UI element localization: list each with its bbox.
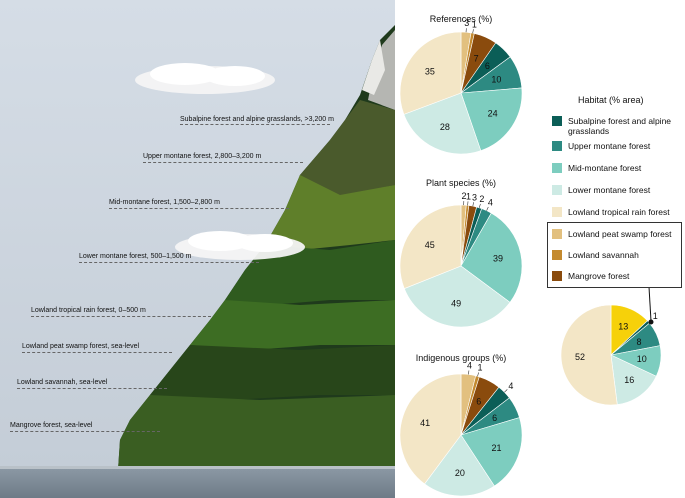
slice-leader-line — [477, 372, 479, 377]
legend-label: Lowland tropical rain forest — [568, 207, 670, 217]
legend-swatch — [552, 185, 562, 195]
slice-label: 2 — [462, 191, 467, 201]
slice-leader-line — [472, 29, 474, 34]
slice-label: 45 — [425, 240, 435, 250]
legend-connector-line — [648, 286, 652, 322]
legend-connector-dot — [648, 319, 654, 325]
zone-label-subalpine: Subalpine forest and alpine grasslands, … — [180, 116, 334, 123]
slice-label: 4 — [488, 197, 493, 207]
zone-label-lowland-rain: Lowland tropical rain forest, 0–500 m — [31, 307, 146, 314]
legend-swatch — [552, 250, 562, 260]
legend-label: Lowland peat swamp forest — [568, 229, 672, 239]
pie-slice — [460, 87, 523, 152]
slice-label: 20 — [455, 468, 465, 478]
zone-leader-line — [79, 262, 259, 263]
legend-label: Mid-montane forest — [568, 163, 642, 173]
slice-label: 3 — [472, 192, 477, 202]
chart-title-plant-species: Plant species (%) — [425, 178, 497, 188]
pie-slice — [460, 417, 523, 487]
zone-leader-line — [10, 431, 160, 432]
slice-label: 10 — [637, 354, 647, 364]
slice-label: 52 — [575, 352, 585, 362]
legend-label: Mangrove forest — [568, 271, 630, 281]
slice-label: 6 — [492, 413, 497, 423]
slice-label: 10 — [491, 75, 501, 85]
slice-label: 21 — [492, 443, 502, 453]
zone-label-mangrove: Mangrove forest, sea-level — [10, 422, 93, 429]
legend-swatch — [552, 116, 562, 126]
slice-label: 1 — [472, 19, 477, 29]
pie-slice — [424, 434, 495, 497]
legend-swatch — [552, 207, 562, 217]
pie-slice — [403, 92, 482, 155]
slice-label: 39 — [493, 253, 503, 263]
zone-label-lower-montane: Lower montane forest, 500–1,500 m — [79, 253, 192, 260]
zone-leader-line — [109, 208, 289, 209]
pie-slice — [403, 265, 511, 328]
slice-label: 1 — [466, 191, 471, 201]
slice-label: 28 — [440, 122, 450, 132]
slice-leader-line — [486, 206, 489, 211]
pie-slice — [560, 304, 618, 406]
legend-swatch — [552, 141, 562, 151]
slice-label: 35 — [425, 66, 435, 76]
legend-lowland-group-box — [547, 222, 682, 288]
zone-label-peat-swamp: Lowland peat swamp forest, sea-level — [22, 343, 140, 350]
slice-label: 4 — [467, 361, 472, 371]
chart-title-indigenous-groups: Indigenous groups (%) — [415, 353, 507, 363]
slice-leader-line — [478, 203, 481, 208]
legend-label: Upper montane forest — [568, 141, 651, 151]
zone-leader-line — [22, 352, 172, 353]
legend-label: Lowland savannah — [568, 250, 639, 260]
slice-label: 1 — [653, 311, 658, 321]
zone-label-mid-montane: Mid-montane forest, 1,500–2,800 m — [109, 199, 220, 206]
zone-label-savannah: Lowland savannah, sea-level — [17, 379, 108, 386]
zone-leader-line — [17, 388, 167, 389]
chart-title-references: References (%) — [429, 14, 493, 24]
legend-label: Subalpine forest and alpine grasslands — [568, 116, 672, 136]
zone-leader-line — [143, 162, 303, 163]
slice-leader-line — [504, 389, 508, 393]
slice-leader-line — [472, 202, 474, 207]
slice-label: 4 — [508, 381, 513, 391]
slice-label: 41 — [420, 418, 430, 428]
legend-title: Habitat (% area) — [578, 95, 644, 105]
zone-label-upper-montane: Upper montane forest, 2,800–3,200 m — [143, 153, 262, 160]
pie-slice — [399, 204, 462, 289]
slice-label: 8 — [637, 337, 642, 347]
slice-label: 3 — [464, 18, 469, 28]
slice-label: 1 — [477, 363, 482, 373]
zone-leader-line — [31, 316, 211, 317]
slice-label: 2 — [479, 194, 484, 204]
elevation-illustration — [0, 0, 395, 498]
pie-slice — [399, 373, 462, 485]
slice-label: 49 — [451, 299, 461, 309]
zone-leader-line — [180, 124, 330, 125]
pie-slice — [399, 31, 462, 115]
slice-label: 16 — [624, 375, 634, 385]
slice-label: 6 — [485, 61, 490, 71]
slice-label: 13 — [618, 322, 628, 332]
pie-slice — [460, 212, 523, 303]
legend-label: Lower montane forest — [568, 185, 651, 195]
slice-label: 6 — [476, 397, 481, 407]
pie-slice — [610, 354, 657, 405]
slice-label: 24 — [488, 109, 498, 119]
legend-swatch — [552, 163, 562, 173]
legend-swatch — [552, 271, 562, 281]
legend-swatch — [552, 229, 562, 239]
slice-label: 7 — [474, 53, 479, 63]
